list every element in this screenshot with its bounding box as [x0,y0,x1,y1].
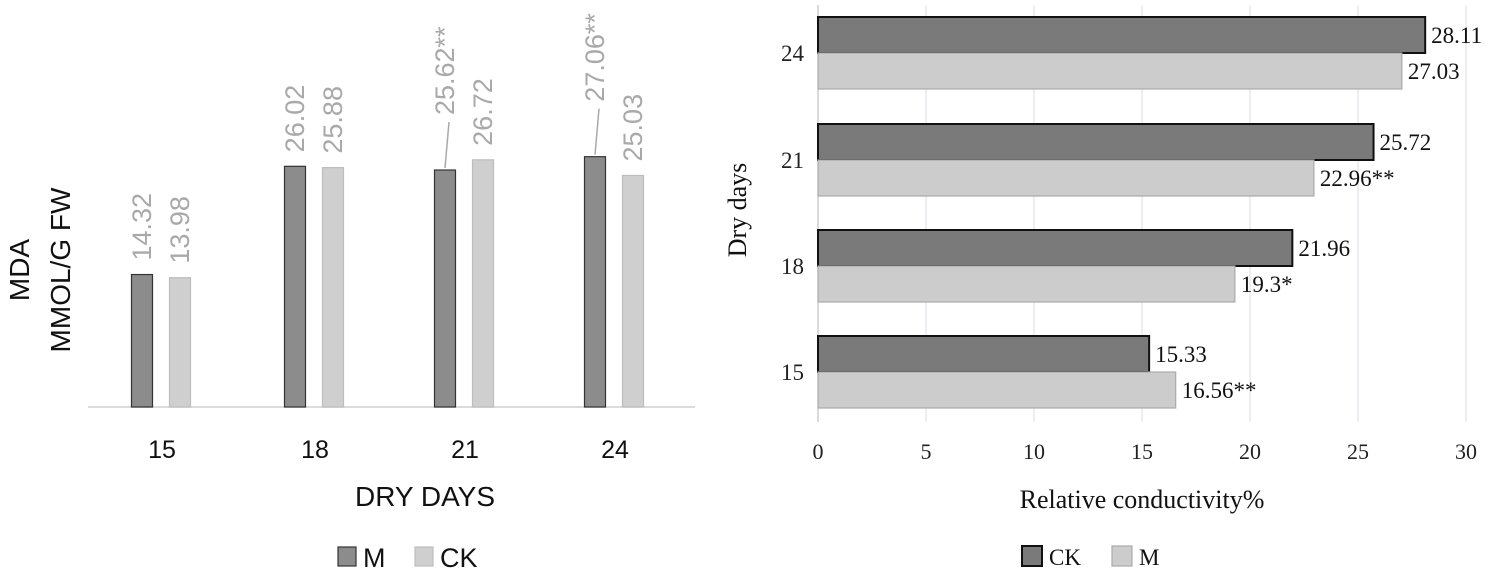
legend-label-ck: CK [440,543,478,573]
data-label-m-15: 14.32 [127,193,157,261]
bar-ck-21 [471,159,495,408]
data-label-m-18: 19.3* [1241,272,1293,297]
x-tick-label-0: 0 [813,439,824,464]
x-axis-title: DRY DAYS [355,481,495,512]
bar-m-21 [817,159,1315,197]
data-label-ck-21: 26.72 [468,78,498,146]
bar-m-24 [817,52,1403,90]
legend-swatch-ck [414,546,434,567]
bar-m-18 [817,265,1236,303]
legend-label-m: M [363,543,386,573]
data-label-ck-18: 25.88 [318,86,348,154]
legend-swatch-m [337,546,357,567]
x-axis-title: Relative conductivity% [1020,485,1265,514]
mda-bar-chart: 14.32 26.02 25.62** 27.06** 13.98 25.88 26.72 2… [4,13,695,573]
data-label-ck-15: 13.98 [165,196,195,264]
y-tick-label-24: 24 [781,41,805,66]
x-tick-label-15: 15 [148,436,176,464]
data-label-m-15: 16.56** [1182,378,1257,403]
legend-swatch-ck [1021,545,1043,567]
leader-line-24 [594,108,600,155]
bar-m-24 [583,156,607,408]
data-label-m-21: 22.96** [1320,166,1395,191]
x-tick-label-15: 15 [1131,439,1153,464]
legend-label-m: M [1139,545,1159,570]
bar-m-15 [130,273,154,408]
bar-ck-15 [817,335,1151,373]
y-tick-label-21: 21 [781,148,804,173]
bar-ck-24 [817,16,1427,54]
y-axis-title-line1: MDA [4,239,35,302]
data-label-m-21: 25.62** [430,26,460,115]
x-tick-label-30: 30 [1455,439,1477,464]
data-label-ck-18: 21.96 [1298,236,1350,261]
data-label-ck-24: 25.03 [618,94,648,162]
x-tick-label-21: 21 [451,436,479,464]
x-tick-label-18: 18 [301,436,329,464]
data-label-m-18: 26.02 [280,85,310,153]
data-label-m-24: 27.06** [580,13,610,102]
bar-ck-18 [817,229,1294,267]
bar-m-15 [817,371,1177,409]
x-tick-label-20: 20 [1239,439,1261,464]
y-axis-title-line2: MMOL/G FW [45,187,76,352]
legend-swatch-m [1111,545,1133,567]
y-tick-label-15: 15 [781,360,804,385]
x-tick-label-25: 25 [1347,439,1369,464]
y-tick-label-18: 18 [781,254,804,279]
leader-line-21 [444,121,450,169]
legend-label-ck: CK [1049,545,1081,570]
data-label-ck-21: 25.72 [1380,130,1432,155]
data-label-ck-24: 28.11 [1431,23,1482,48]
bar-m-18 [283,165,307,408]
x-tick-label-5: 5 [921,439,932,464]
bar-ck-18 [321,167,345,408]
bar-ck-15 [168,277,192,408]
bar-ck-24 [621,174,645,408]
y-axis-title: Dry days [723,163,752,258]
data-label-m-24: 27.03 [1408,59,1460,84]
x-tick-label-10: 10 [1023,439,1045,464]
data-label-ck-15: 15.33 [1155,342,1207,367]
bar-m-21 [433,169,457,408]
x-tick-label-24: 24 [601,436,629,464]
bar-ck-21 [817,123,1375,161]
